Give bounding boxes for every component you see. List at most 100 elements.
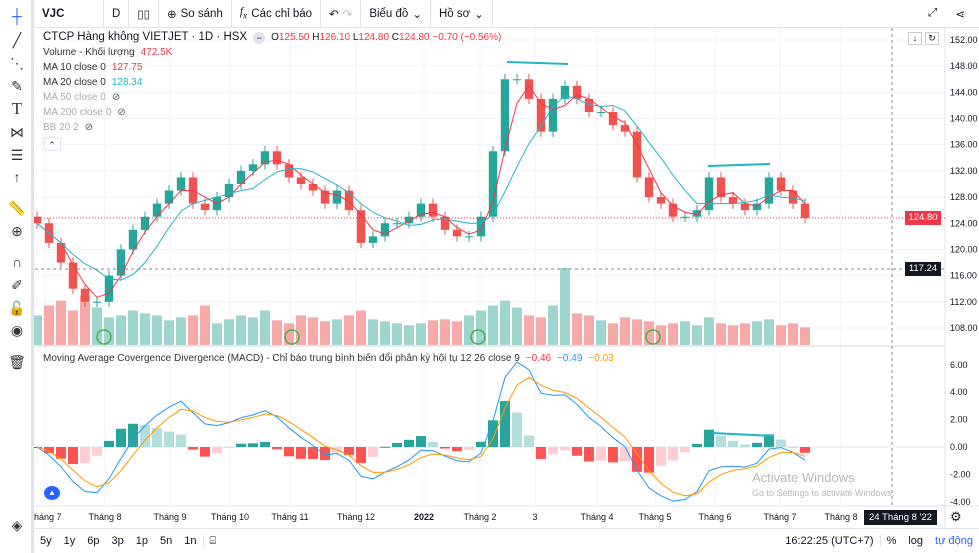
redo-icon[interactable]: ↷ (342, 8, 353, 21)
candle-body (200, 203, 210, 211)
collapse-legend-button[interactable]: ⌃ (43, 137, 61, 151)
candle-body (728, 197, 738, 204)
ruler-icon[interactable]: 📏 (8, 200, 26, 216)
volume-bar (680, 321, 690, 345)
eye-off-icon[interactable]: ⊘ (84, 122, 93, 133)
trash-icon[interactable]: 🗑 (8, 354, 26, 370)
trend-line-icon[interactable]: ╱ (12, 32, 22, 48)
bb-legend[interactable]: BB 20 2 ⊘ (43, 120, 501, 135)
chart-menu[interactable]: Biểu đồ ⌄ (361, 0, 431, 28)
candle-body (440, 216, 450, 230)
candle-body (788, 190, 798, 204)
macd-histogram-bar (272, 447, 282, 450)
zoom-in-icon[interactable]: ⊕ (11, 223, 23, 239)
symbol-search[interactable]: VJC (34, 0, 104, 28)
macd-histogram-bar (788, 446, 798, 448)
range-5y[interactable]: 5y (40, 535, 52, 547)
range-5d[interactable]: 5n (160, 535, 173, 547)
undo-icon[interactable]: ↶ (329, 8, 339, 21)
ma20-legend[interactable]: MA 20 close 0 128.34 (43, 75, 501, 90)
range-6m[interactable]: 6p (87, 535, 100, 547)
text-icon[interactable]: T (11, 99, 23, 118)
macd-histogram-bar (644, 447, 654, 473)
scroll-down-icon[interactable]: ↓ (908, 32, 922, 45)
volume-bar (284, 323, 294, 345)
measure-icon[interactable]: ☰ (10, 147, 24, 163)
candle-body (56, 242, 66, 263)
eye-icon[interactable]: ◉ (10, 322, 24, 338)
tradingview-logo-icon[interactable]: ▲ (44, 486, 60, 500)
log-toggle[interactable]: log (908, 535, 924, 547)
candle-body (236, 170, 246, 184)
goto-date-icon[interactable]: ⌸ (202, 534, 223, 548)
volume-bar (152, 315, 162, 345)
arrow-icon[interactable]: ↑ (13, 169, 21, 185)
lock-drawing-icon[interactable]: ✐ (11, 277, 23, 293)
ma200-legend[interactable]: MA 200 close 0 ⊘ (43, 105, 501, 120)
indicators-button[interactable]: fx Các chỉ báo (232, 0, 322, 28)
macd-histogram-bar (284, 447, 294, 457)
reset-icon[interactable]: ↻ (925, 32, 939, 45)
volume-legend[interactable]: Volume - Khối lượng 472.5K (43, 45, 501, 60)
candle-body (752, 203, 762, 211)
macd-histogram-bar (800, 447, 810, 453)
candle-body (296, 177, 306, 184)
lock-icon[interactable]: 🔓 (8, 300, 26, 316)
volume-bar (416, 323, 426, 345)
range-1y[interactable]: 1y (63, 535, 76, 547)
volume-bar (704, 317, 714, 345)
macd-tick-label: 0.00 (950, 442, 968, 452)
magnet-icon[interactable]: ∩ (11, 254, 23, 270)
indicators-label: Các chỉ báo (251, 7, 313, 20)
fx-icon: fx (239, 5, 248, 22)
ma10-legend[interactable]: MA 10 close 0 127.75 (43, 60, 501, 75)
chart-menu-label: Biểu đồ (369, 7, 409, 20)
ma10-value: 127.75 (111, 62, 143, 73)
range-3m[interactable]: 3p (111, 535, 124, 547)
macd-legend[interactable]: Moving Average Covergence Divergence (MA… (43, 353, 614, 364)
chart-type-button[interactable]: ▯▯ (129, 0, 159, 28)
ma50-legend[interactable]: MA 50 close 0 ⊘ (43, 90, 501, 105)
candle-body (92, 301, 102, 303)
pattern-icon[interactable]: ⋈ (10, 124, 24, 140)
fib-icon[interactable]: ⋱ (10, 55, 24, 71)
layers-icon[interactable]: ◈ (11, 517, 23, 533)
candle-body (392, 223, 402, 225)
volume-bar (320, 321, 330, 345)
volume-bar (644, 321, 654, 345)
candle-body (488, 151, 498, 217)
clock-time[interactable]: 16:22:25 (UTC+7) (779, 535, 881, 547)
candle-body (164, 190, 174, 204)
ma20-value: 128.34 (111, 77, 143, 88)
macd-histogram-bar (260, 441, 270, 447)
volume-bar (272, 320, 282, 345)
settings-gear-icon[interactable]: ⚙ (950, 509, 962, 524)
candle-body (32, 216, 42, 224)
time-tick-label: Tháng 10 (211, 512, 249, 522)
range-1d[interactable]: 1n (184, 535, 197, 547)
auto-scale-toggle[interactable]: tự động (935, 535, 973, 547)
volume-bar (356, 310, 366, 345)
crosshair-icon[interactable]: ┼ (12, 8, 22, 24)
brush-icon[interactable]: ✎ (11, 78, 23, 94)
candle-body (536, 98, 546, 132)
time-tick-label: Tháng 7 (763, 512, 796, 522)
interval-button[interactable]: D (104, 0, 130, 28)
eye-off-icon[interactable]: ⊘ (111, 92, 121, 103)
macd-histogram-bar (356, 447, 366, 463)
share-icon[interactable]: ⋖ (955, 8, 965, 21)
volume-bar (68, 310, 78, 345)
volume-bar (656, 325, 666, 345)
price-tick-label: 116.00 (950, 271, 977, 281)
percent-toggle[interactable]: % (886, 535, 897, 547)
volume-bar (728, 325, 738, 345)
last-price-tag: 124.80 (905, 211, 941, 225)
compare-button[interactable]: ⊕ So sánh (159, 0, 232, 28)
profile-menu[interactable]: Hồ sơ ⌄ (431, 0, 493, 28)
range-1m[interactable]: 1p (135, 535, 148, 547)
eye-off-icon[interactable]: ⊘ (117, 107, 126, 118)
fullscreen-icon[interactable]: ⤢ (928, 7, 938, 19)
collapse-icon[interactable]: − (253, 31, 266, 44)
macd-histogram-bar (596, 447, 606, 461)
